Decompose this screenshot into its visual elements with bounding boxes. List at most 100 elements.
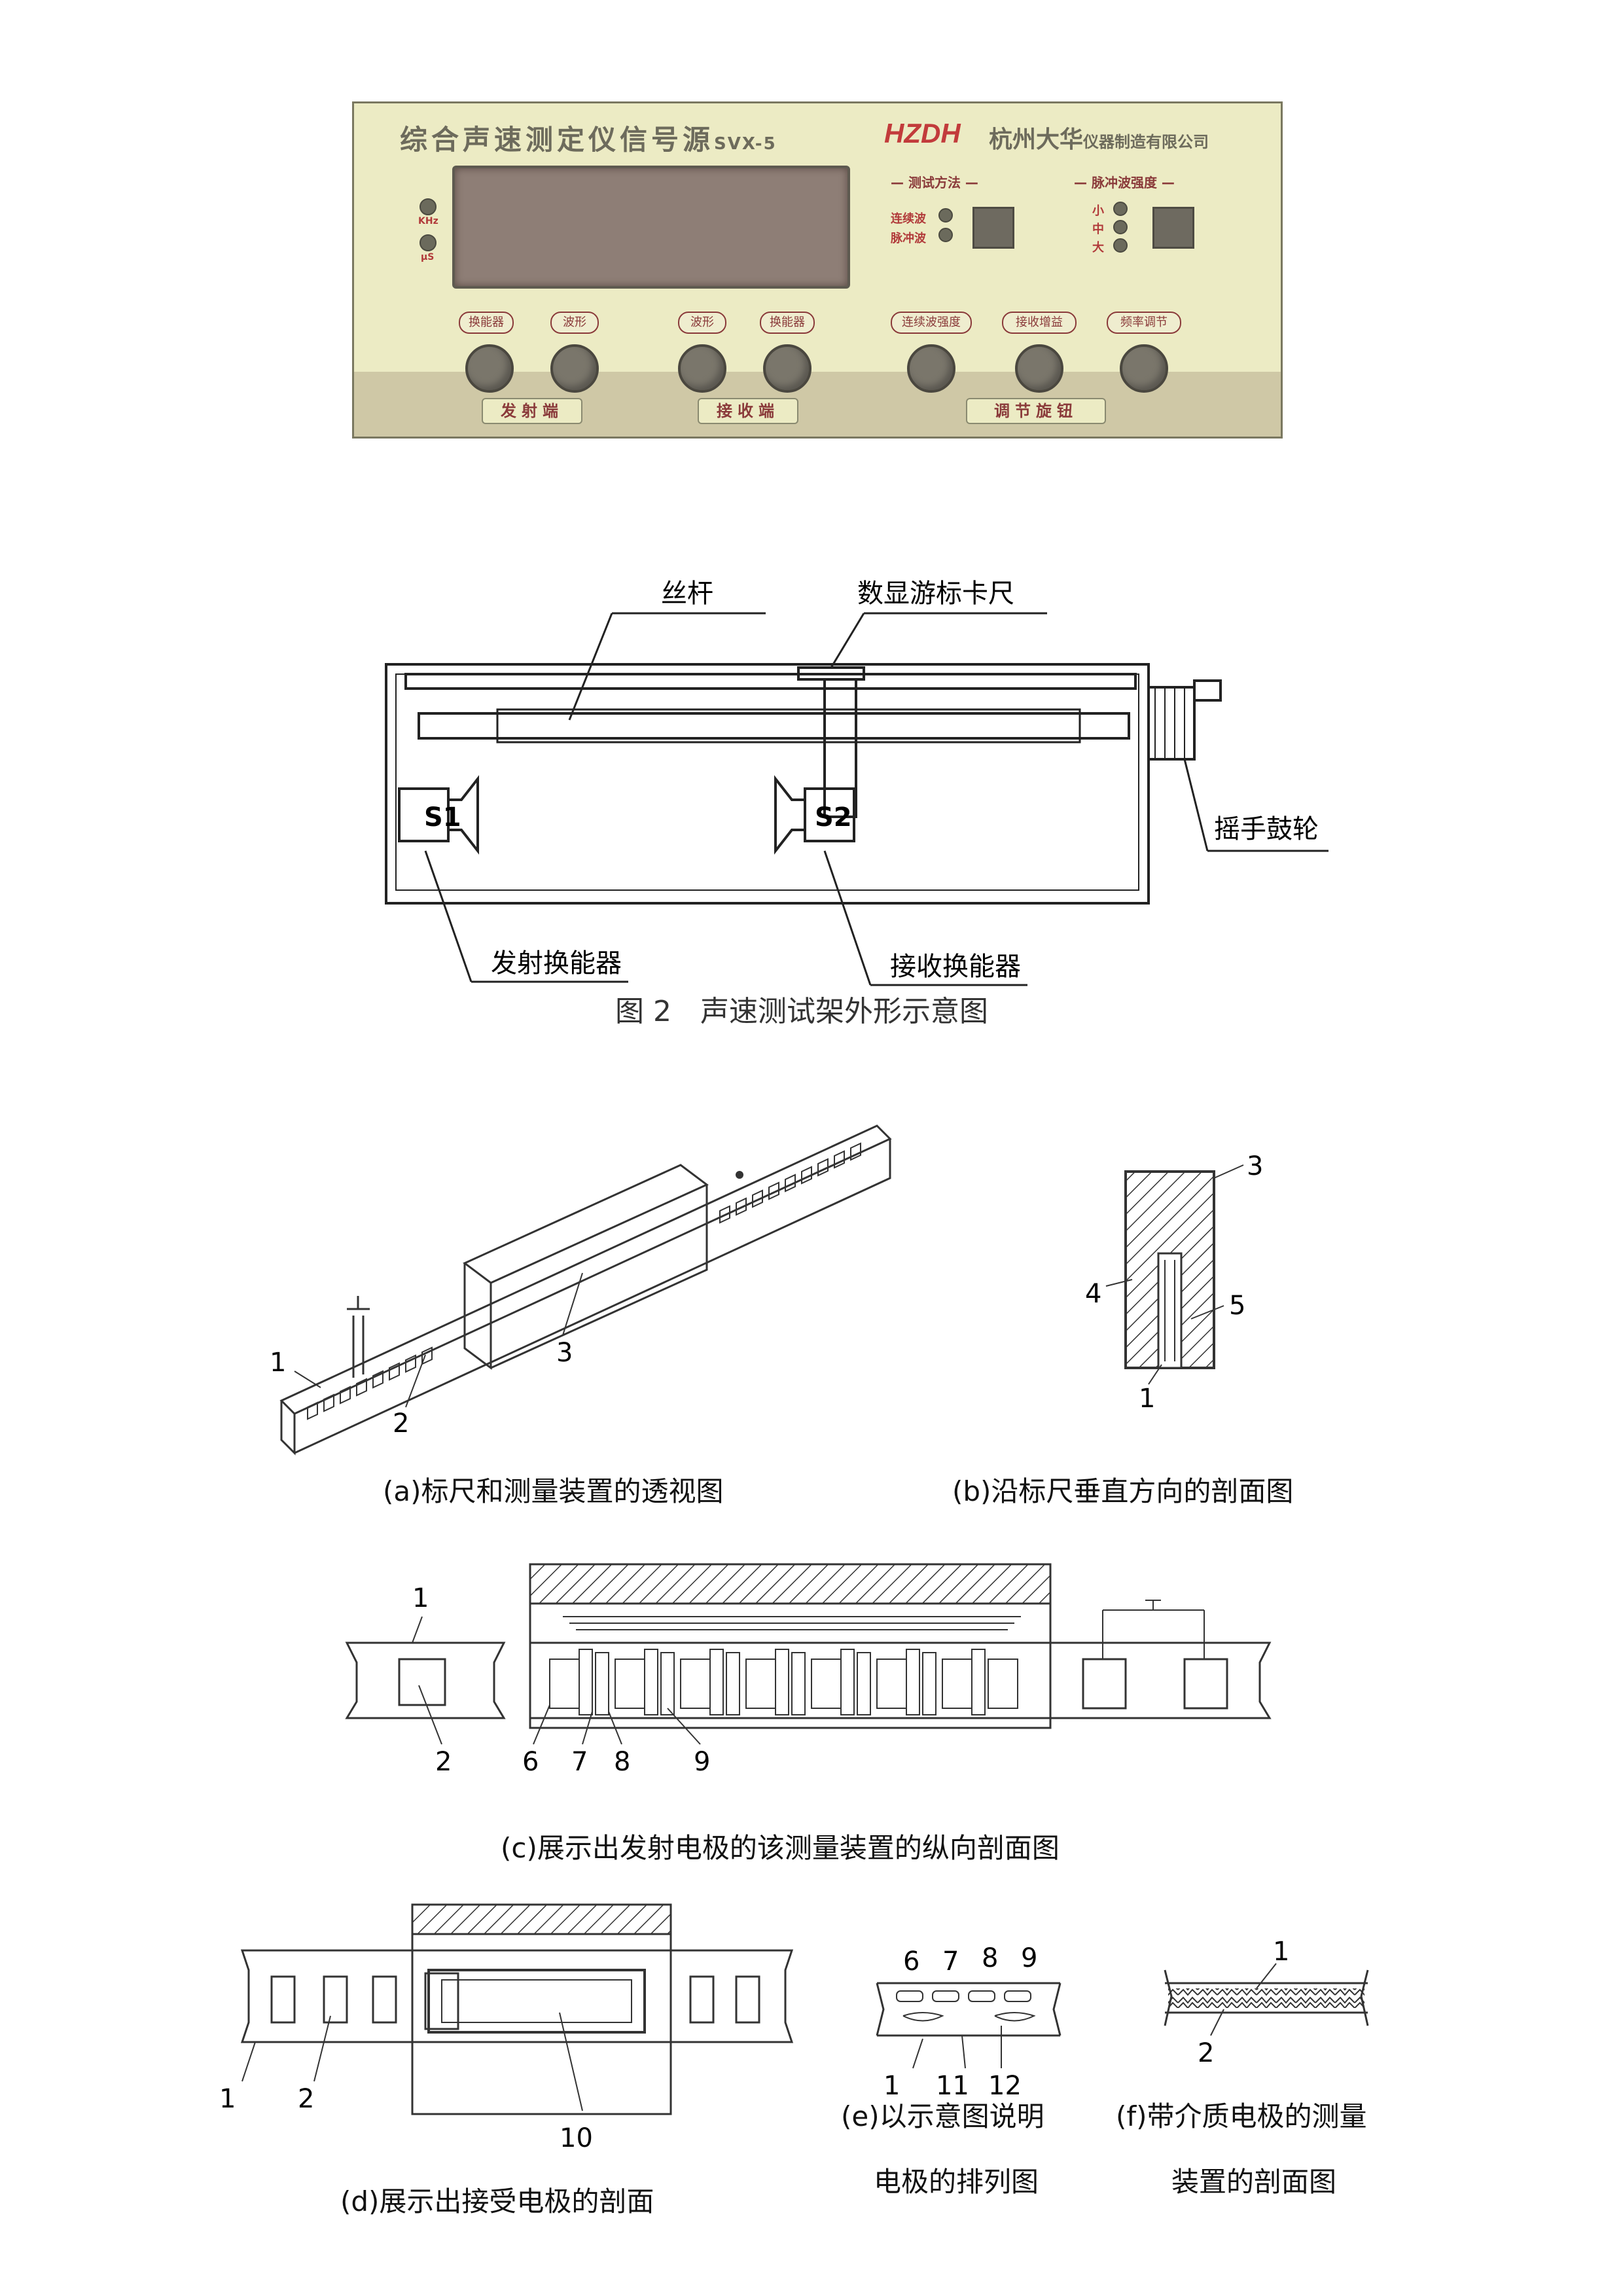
knob-cw-strength[interactable]	[907, 344, 955, 393]
company-suffix: 仪器制造有限公司	[1083, 133, 1209, 151]
fig-e-num-6: 6	[903, 1946, 919, 1977]
fig-b-slot	[1157, 1252, 1183, 1369]
top-rail	[404, 673, 1137, 690]
btn-label-tx-transducer: 换能器	[459, 312, 514, 334]
fig-d-receive: 1 2 10	[219, 1903, 794, 2153]
led-khz	[419, 198, 437, 215]
fig-a-perspective: 1 2 3	[270, 1124, 892, 1456]
crank-wheel	[1147, 686, 1196, 761]
test-method-pulse: 脉冲波	[891, 232, 926, 245]
fig-b-num-5: 5	[1229, 1291, 1245, 1321]
fig-d-strip	[240, 1949, 794, 2043]
fig-b-num-4: 4	[1085, 1279, 1101, 1309]
knob-tx-transducer[interactable]	[465, 344, 514, 393]
btn-label-freq: 频率调节	[1107, 312, 1181, 334]
fig-f-caption-2: 装置的剖面图	[1171, 2166, 1337, 2198]
btn-label-tx-wave: 波形	[550, 312, 599, 334]
fig-b-num-1: 1	[1139, 1384, 1155, 1414]
fig-c-left-window	[398, 1658, 446, 1706]
fig-f-dielectric: 1 2	[1164, 1937, 1369, 2068]
btn-label-rx-gain: 接收增益	[1002, 312, 1077, 334]
btn-label-rx-wave: 波形	[678, 312, 726, 334]
label-receiver: 接收换能器	[890, 952, 1021, 982]
fig-f-dielectric-layer	[1168, 1988, 1364, 2008]
fig-d-hatch	[411, 1903, 672, 1935]
display-screen	[452, 166, 850, 289]
led-us	[419, 234, 437, 251]
pulse-strength-label-text: 脉冲波强度	[1091, 175, 1157, 190]
rack-frame	[385, 663, 1150, 905]
knob-freq[interactable]	[1120, 344, 1168, 393]
fig-b-num-3: 3	[1247, 1151, 1263, 1181]
s1-horn	[447, 775, 479, 855]
fig-e-num-11: 11	[936, 2071, 969, 2101]
s2-label: S2	[815, 802, 852, 833]
knob-tx-wave[interactable]	[550, 344, 599, 393]
fig-f-num-2: 2	[1198, 2038, 1214, 2068]
fig-e-caption-1: (e)以示意图说明	[841, 2100, 1044, 2132]
panel-title-text: 综合声速测定仪信号源	[400, 124, 715, 156]
label-crank: 摇手鼓轮	[1214, 814, 1319, 844]
led-large	[1113, 238, 1128, 253]
fig-c-num-6: 6	[522, 1747, 539, 1777]
fig-e-num-12: 12	[988, 2071, 1022, 2101]
fig-b-caption: (b)沿标尺垂直方向的剖面图	[952, 1475, 1294, 1507]
fig-d-electrode	[427, 1969, 646, 2034]
fig-e-arrangement: 6 7 8 9 1 11 12	[876, 1943, 1061, 2101]
test-method-continuous: 连续波	[891, 212, 926, 226]
fig-d-caption: (d)展示出接受电极的剖面	[340, 2185, 654, 2217]
fig-f-caption-1: (f)带介质电极的测量	[1116, 2100, 1367, 2132]
group-transmit: 发射端	[482, 398, 582, 424]
lead-screw	[418, 712, 1130, 740]
fig-b-section: 3 4 5 1	[1085, 1151, 1263, 1414]
fig-f-num-1: 1	[1273, 1937, 1289, 1967]
knob-rx-wave[interactable]	[678, 344, 726, 393]
fig-e-num-7: 7	[942, 1946, 959, 1977]
company-name: 杭州大华仪器制造有限公司	[989, 120, 1209, 154]
fig2-caption: 图 2 声速测试架外形示意图	[615, 995, 988, 1028]
fig2-test-rack: S1 S2 丝杆 数显游标卡尺 摇手鼓轮 发射换能器 接收换能器 图 2 声速测…	[385, 579, 1329, 1028]
fig-e-num-8: 8	[982, 1943, 998, 1973]
fig-c-num-1: 1	[412, 1583, 429, 1613]
fig-c-longitudinal: 1 2 6 7 8 9	[345, 1563, 1272, 1777]
knob-rx-transducer[interactable]	[763, 344, 812, 393]
led-us-label: μS	[421, 252, 435, 262]
fig-e-caption-2: 电极的排列图	[874, 2166, 1039, 2198]
s1-label: S1	[424, 802, 461, 833]
fig-c-num-2: 2	[435, 1747, 452, 1777]
fig-d-num-10: 10	[560, 2123, 593, 2153]
fig-c-num-8: 8	[614, 1747, 630, 1777]
led-continuous	[938, 208, 953, 223]
fig-a-num-1: 1	[270, 1348, 286, 1378]
fig-c-caption: (c)展示出发射电极的该测量装置的纵向剖面图	[501, 1832, 1060, 1864]
ruler-strip	[279, 1124, 892, 1415]
group-knobs: 调节旋钮	[966, 398, 1106, 424]
brand-logo: HZDH	[884, 118, 961, 149]
rack-inner	[395, 673, 1139, 891]
pulse-small: 小	[1092, 204, 1104, 218]
s2-horn	[774, 775, 806, 855]
instrument-panel: 综合声速测定仪信号源SVX-5 HZDH 杭州大华仪器制造有限公司 KHz μS…	[352, 101, 1283, 439]
led-khz-label: KHz	[418, 216, 438, 226]
pulse-strength-button[interactable]	[1152, 207, 1194, 249]
fig-d-num-2: 2	[298, 2084, 314, 2114]
fig-c-right-strip	[1050, 1641, 1272, 1719]
test-method-button[interactable]	[972, 207, 1014, 249]
label-transmitter: 发射换能器	[491, 948, 622, 978]
panel-model: SVX-5	[714, 134, 777, 154]
caliper-slider	[823, 678, 857, 818]
knob-rx-gain[interactable]	[1015, 344, 1063, 393]
led-medium	[1113, 220, 1128, 234]
test-method-label: — 测试方法 —	[891, 175, 978, 190]
device-box-top	[463, 1164, 709, 1284]
panel-title: 综合声速测定仪信号源SVX-5	[400, 118, 777, 158]
label-caliper: 数显游标卡尺	[857, 579, 1014, 609]
led-pulse	[938, 228, 953, 242]
lead-screw-body	[496, 708, 1081, 744]
pulse-large: 大	[1092, 241, 1104, 255]
btn-label-rx-transducer: 换能器	[760, 312, 815, 334]
fig-c-num-9: 9	[694, 1747, 710, 1777]
fig-c-hatch	[529, 1563, 1052, 1605]
group-receive: 接收端	[698, 398, 798, 424]
fig-d-num-1: 1	[219, 2084, 236, 2114]
